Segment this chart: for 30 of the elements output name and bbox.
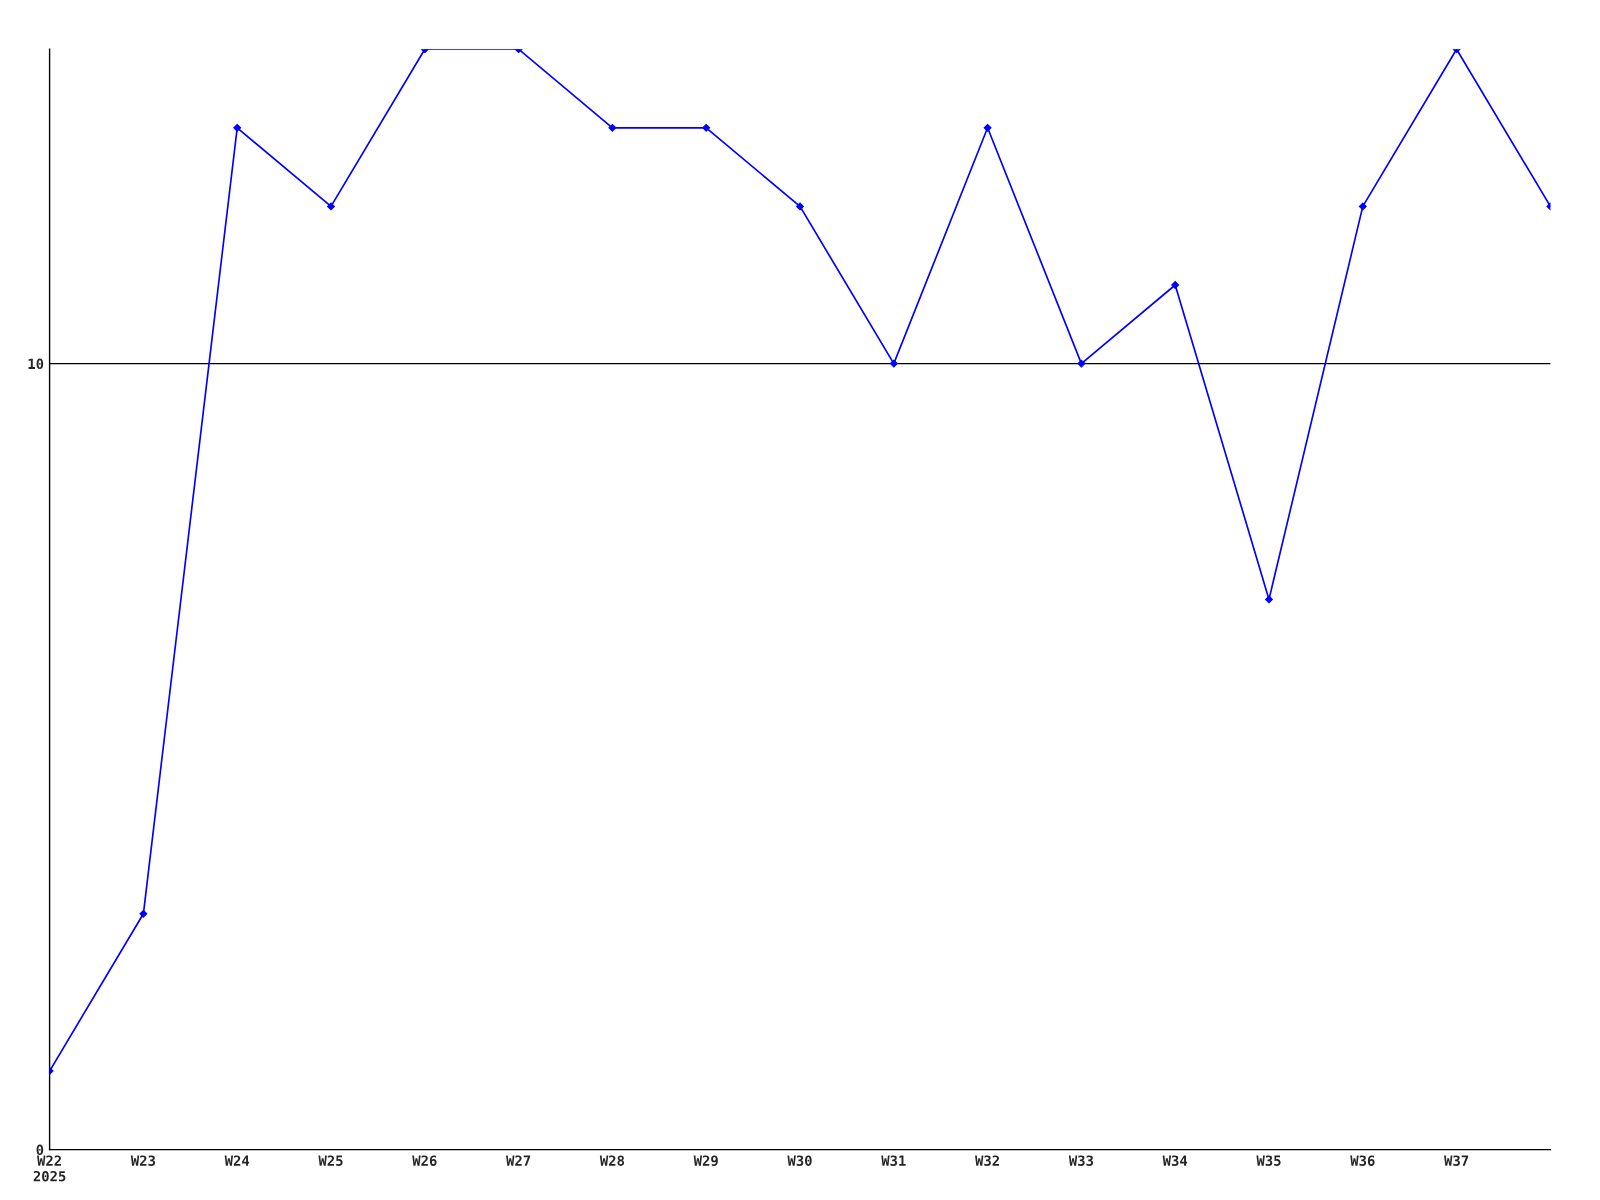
x-tick-label: W22 2025 — [33, 1155, 66, 1182]
point — [1265, 595, 1273, 604]
x-tick-label: W23 — [130, 1155, 156, 1166]
x-tick-label: W36 — [1350, 1155, 1375, 1166]
x-tick-label: W35 — [1256, 1155, 1281, 1166]
point — [1171, 281, 1180, 289]
x-tick-label: W31 — [881, 1155, 906, 1166]
point — [1358, 202, 1367, 211]
point — [608, 123, 617, 132]
x-tick-label: W32 — [975, 1155, 999, 1166]
y-tick-label: 10 — [28, 358, 44, 370]
point — [1077, 359, 1086, 368]
y-tick-label: 0 — [36, 1144, 44, 1156]
x-tick-label: W26 — [412, 1155, 437, 1166]
x-tick-label: W29 — [693, 1155, 718, 1166]
point — [139, 909, 148, 918]
x-tick-label: W25 — [318, 1155, 343, 1166]
point — [327, 202, 335, 211]
x-tick-label: W37 — [1444, 1155, 1469, 1166]
point — [702, 123, 711, 132]
point — [796, 202, 804, 211]
point — [233, 123, 242, 132]
x-tick-label: W34 — [1162, 1155, 1188, 1166]
x-tick-label: W24 — [224, 1155, 250, 1166]
x-tick-label: W33 — [1068, 1155, 1094, 1166]
x-tick-label: W28 — [599, 1155, 625, 1166]
x-tick-label: W30 — [787, 1155, 812, 1166]
point — [889, 359, 898, 368]
point — [983, 123, 992, 132]
x-tick-label: W27 — [506, 1155, 531, 1166]
